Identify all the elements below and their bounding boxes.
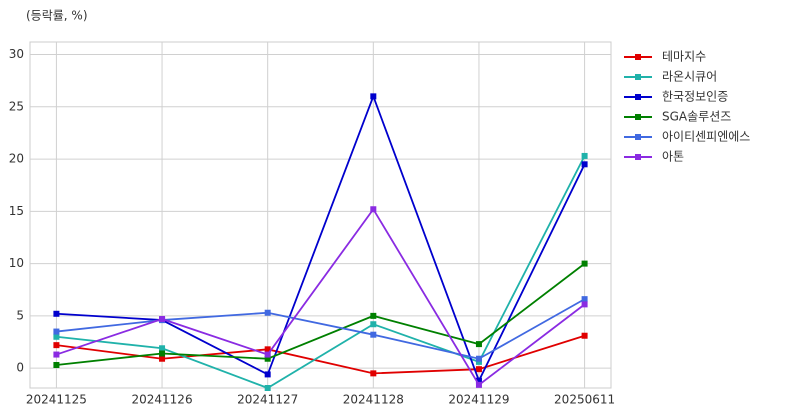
point-marker <box>581 260 588 267</box>
legend-label: 테마지수 <box>662 50 706 64</box>
point-marker <box>370 312 377 319</box>
point-marker <box>475 355 482 362</box>
legend-label: 아이티센피엔에스 <box>662 130 750 144</box>
point-marker <box>53 310 60 317</box>
series-line <box>56 207 586 387</box>
point-marker <box>159 355 166 362</box>
legend-marker <box>635 74 641 80</box>
point-marker <box>475 381 482 388</box>
point-marker <box>581 152 588 159</box>
point-marker <box>159 350 166 357</box>
point-marker <box>159 316 166 323</box>
y-tick-label: 0 <box>16 361 24 375</box>
legend-marker <box>635 154 641 160</box>
x-tick-label: 20250611 <box>554 393 615 407</box>
y-tick-label: 30 <box>9 47 24 61</box>
y-tick-label: 25 <box>9 99 24 113</box>
point-marker <box>264 371 271 378</box>
point-marker <box>475 366 482 373</box>
plot-frame <box>29 41 612 389</box>
point-marker <box>264 346 271 353</box>
legend-marker <box>635 134 641 140</box>
point-marker <box>475 377 482 384</box>
x-tick-label: 20241126 <box>132 393 193 407</box>
point-marker <box>53 333 60 340</box>
point-marker <box>581 332 588 339</box>
point-marker <box>475 341 482 348</box>
y-tick-label: 15 <box>9 204 24 218</box>
point-marker <box>581 161 588 168</box>
y-tick-label: 10 <box>9 256 24 270</box>
point-marker <box>264 385 271 391</box>
legend-label: 한국정보인증 <box>662 90 728 104</box>
series-line <box>56 93 586 383</box>
series-line <box>56 334 585 375</box>
legend-marker <box>635 54 641 60</box>
point-marker <box>264 351 271 358</box>
legend-marker <box>635 94 641 100</box>
point-marker <box>264 355 271 362</box>
legend-marker <box>635 114 641 120</box>
point-marker <box>53 362 60 369</box>
point-marker <box>581 296 588 303</box>
point-marker <box>581 301 588 308</box>
point-marker <box>370 331 377 338</box>
legend-label: SGA솔루션즈 <box>662 110 731 124</box>
point-marker <box>370 370 377 377</box>
point-marker <box>370 321 377 328</box>
point-marker <box>370 206 377 213</box>
series-line <box>56 298 586 360</box>
series-line <box>56 262 586 366</box>
point-marker <box>370 93 377 100</box>
point-marker <box>475 358 482 365</box>
y-tick-label: 5 <box>16 308 24 322</box>
point-marker <box>159 345 166 352</box>
legend-label: 아톤 <box>662 150 684 164</box>
annotation: (등락률, %) <box>26 9 88 23</box>
x-tick-label: 20241128 <box>343 393 404 407</box>
point-marker <box>53 351 60 358</box>
x-tick-label: 20241125 <box>26 393 87 407</box>
x-tick-label: 20241129 <box>448 393 509 407</box>
legend-label: 라온시큐어 <box>662 70 717 84</box>
point-marker <box>264 309 271 316</box>
x-tick-label: 20241127 <box>237 393 298 407</box>
series-line <box>56 155 586 389</box>
point-marker <box>53 342 60 349</box>
y-tick-label: 20 <box>9 152 24 166</box>
point-marker <box>53 328 60 335</box>
